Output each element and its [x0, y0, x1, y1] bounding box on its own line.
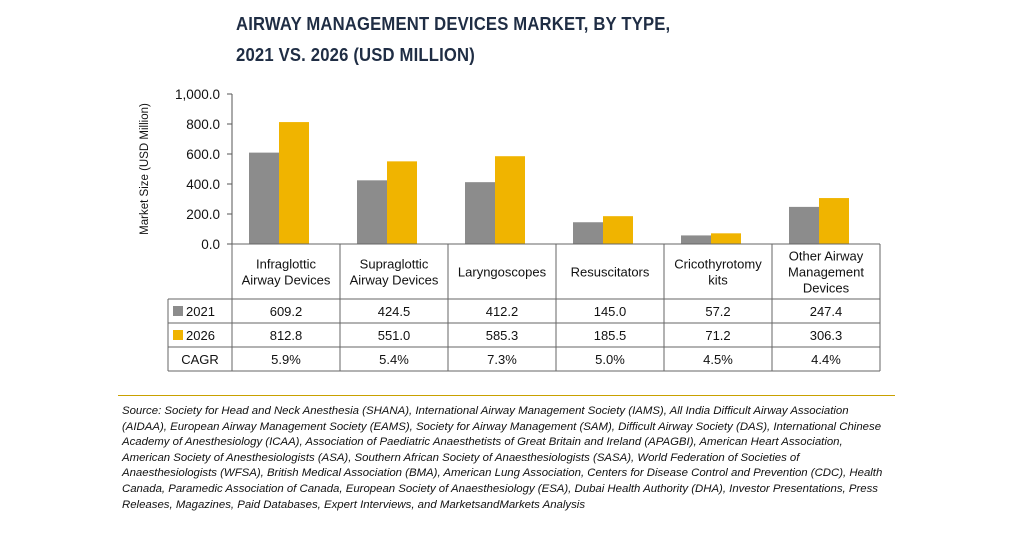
- bar-2026-4: [603, 216, 633, 244]
- y-axis-title: Market Size (USD Million): [139, 103, 151, 235]
- chart-title-line-2: 2021 VS. 2026 (USD MILLION): [236, 44, 475, 65]
- x-category-label: Management: [788, 265, 864, 280]
- x-category-label: kits: [708, 273, 728, 288]
- table-row-label: CAGR: [181, 352, 219, 367]
- cagr-value: 5.4%: [379, 352, 409, 367]
- data-label-2026: 185.5: [594, 328, 627, 343]
- bar-2021-3: [465, 182, 495, 244]
- data-label-2026: 551.0: [378, 328, 411, 343]
- y-tick-label: 200.0: [186, 207, 220, 222]
- bar-chart: 0.0 200.0 400.0 600.0 800.0 1,000.0 Market Siz…: [139, 87, 881, 372]
- cagr-value: 7.3%: [487, 352, 517, 367]
- table-row-label: 2021: [186, 304, 215, 319]
- bar-2021-5: [681, 235, 711, 244]
- cagr-value: 5.9%: [271, 352, 301, 367]
- y-tick-label: 600.0: [186, 147, 220, 162]
- chart-title: AIRWAY MANAGEMENT DEVICES MARKET, BY TYP…: [236, 8, 740, 70]
- y-tick-label: 800.0: [186, 117, 220, 132]
- source-separator: [118, 395, 895, 396]
- x-category-label: Cricothyrotomy: [674, 257, 762, 272]
- bar-2026-2: [387, 161, 417, 244]
- bar-2021-4: [573, 222, 603, 244]
- legend-key-2026: [173, 330, 183, 340]
- cagr-value: 4.5%: [703, 352, 733, 367]
- bar-2026-3: [495, 156, 525, 244]
- data-label-2021: 412.2: [486, 304, 519, 319]
- bar-2026-5: [711, 233, 741, 244]
- y-tick-label: 1,000.0: [175, 87, 220, 102]
- bar-2021-2: [357, 180, 387, 244]
- y-tick-label: 0.0: [201, 237, 220, 252]
- x-category-label: Infraglottic: [256, 257, 316, 272]
- cagr-value: 5.0%: [595, 352, 625, 367]
- bar-2021-1: [249, 152, 279, 244]
- x-category-label: Laryngoscopes: [458, 265, 547, 280]
- x-category-label: Devices: [803, 281, 850, 296]
- y-tick-label: 400.0: [186, 177, 220, 192]
- cagr-value: 4.4%: [811, 352, 841, 367]
- data-label-2021: 145.0: [594, 304, 627, 319]
- legend-key-2021: [173, 306, 183, 316]
- chart-title-line-1: AIRWAY MANAGEMENT DEVICES MARKET, BY TYP…: [236, 13, 671, 34]
- bar-2021-6: [789, 206, 819, 244]
- table-row-label: 2026: [186, 328, 215, 343]
- data-label-2026: 812.8: [270, 328, 303, 343]
- data-label-2021: 424.5: [378, 304, 411, 319]
- data-label-2026: 306.3: [810, 328, 843, 343]
- x-category-label: Supraglottic: [360, 257, 429, 272]
- x-category-label: Airway Devices: [242, 273, 331, 288]
- bar-2026-6: [819, 198, 849, 244]
- x-category-label: Other Airway: [789, 249, 864, 264]
- data-label-2021: 247.4: [810, 304, 843, 319]
- x-category-label: Airway Devices: [350, 273, 439, 288]
- data-label-2021: 609.2: [270, 304, 303, 319]
- x-category-label: Resuscitators: [571, 265, 650, 280]
- data-label-2021: 57.2: [705, 304, 730, 319]
- data-label-2026: 585.3: [486, 328, 519, 343]
- data-label-2026: 71.2: [705, 328, 730, 343]
- source-note: Source: Society for Head and Neck Anesth…: [122, 405, 883, 511]
- bar-2026-1: [279, 122, 309, 244]
